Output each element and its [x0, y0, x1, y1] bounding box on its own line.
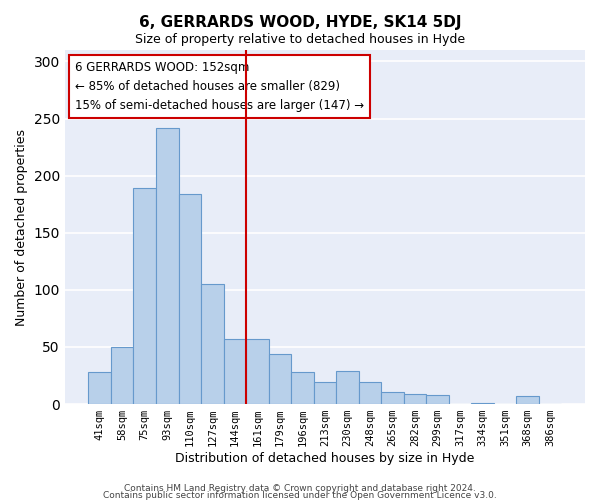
Text: Size of property relative to detached houses in Hyde: Size of property relative to detached ho…: [135, 32, 465, 46]
Bar: [156, 128, 179, 404]
Bar: [471, 403, 494, 404]
Bar: [314, 382, 336, 404]
Bar: [88, 372, 111, 404]
Bar: [291, 372, 314, 404]
Bar: [381, 392, 404, 404]
Text: 6, GERRARDS WOOD, HYDE, SK14 5DJ: 6, GERRARDS WOOD, HYDE, SK14 5DJ: [139, 15, 461, 30]
Y-axis label: Number of detached properties: Number of detached properties: [15, 128, 28, 326]
Bar: [269, 354, 291, 404]
Bar: [426, 395, 449, 404]
X-axis label: Distribution of detached houses by size in Hyde: Distribution of detached houses by size …: [175, 452, 475, 465]
Bar: [336, 371, 359, 404]
Bar: [359, 382, 381, 404]
Bar: [517, 396, 539, 404]
Bar: [111, 347, 133, 404]
Bar: [201, 284, 224, 404]
Text: Contains public sector information licensed under the Open Government Licence v3: Contains public sector information licen…: [103, 491, 497, 500]
Bar: [246, 339, 269, 404]
Text: Contains HM Land Registry data © Crown copyright and database right 2024.: Contains HM Land Registry data © Crown c…: [124, 484, 476, 493]
Text: 6 GERRARDS WOOD: 152sqm
← 85% of detached houses are smaller (829)
15% of semi-d: 6 GERRARDS WOOD: 152sqm ← 85% of detache…: [75, 60, 364, 112]
Bar: [133, 188, 156, 404]
Bar: [404, 394, 426, 404]
Bar: [224, 339, 246, 404]
Bar: [179, 194, 201, 404]
